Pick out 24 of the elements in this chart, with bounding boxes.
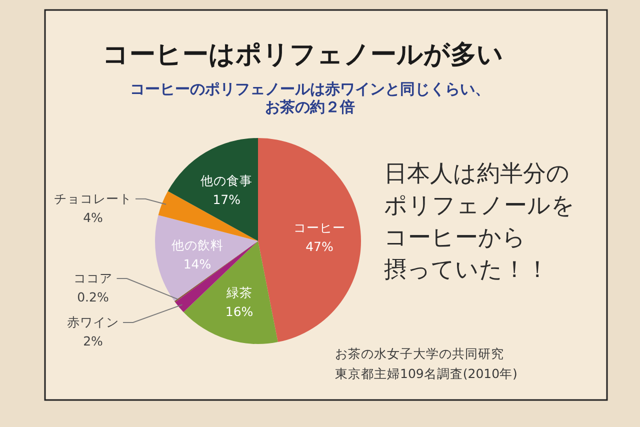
pie-slice (168, 138, 258, 241)
slice-label: 赤ワイン (67, 314, 119, 330)
pie-slice (155, 215, 258, 302)
data-label: 16% (225, 304, 254, 319)
data-label: 17% (212, 192, 241, 207)
chart-subtitle: コーヒーのポリフェノールは赤ワインと同じくらい、お茶の約２倍 (130, 80, 490, 116)
pie-slice (158, 191, 258, 241)
text: 東京都主婦109名調査(2010年) (335, 366, 518, 381)
slice-label: 緑茶 (225, 284, 252, 300)
pie-slice (183, 241, 278, 344)
data-label: 14% (183, 256, 212, 272)
data-label: 4% (83, 210, 104, 225)
data-label: 2% (83, 333, 104, 348)
chart-title: コーヒーはポリフェノールが多い (102, 40, 504, 70)
slice-label: チョコレート (54, 190, 132, 206)
slice-label: コーヒー (294, 220, 346, 236)
text: 日本人は約半分のポリフェノールをコーヒーから摂っていた！！ (384, 161, 575, 283)
pie-slice (258, 138, 361, 342)
slice-label: 他の食事 (200, 172, 253, 188)
slice-label: ココア (74, 270, 112, 286)
data-label: 47% (306, 239, 334, 254)
slice-label: 他の飲料 (171, 237, 224, 252)
text: お茶の水女子大学の共同研究 (335, 346, 504, 361)
data-label: 0.2% (77, 289, 109, 304)
